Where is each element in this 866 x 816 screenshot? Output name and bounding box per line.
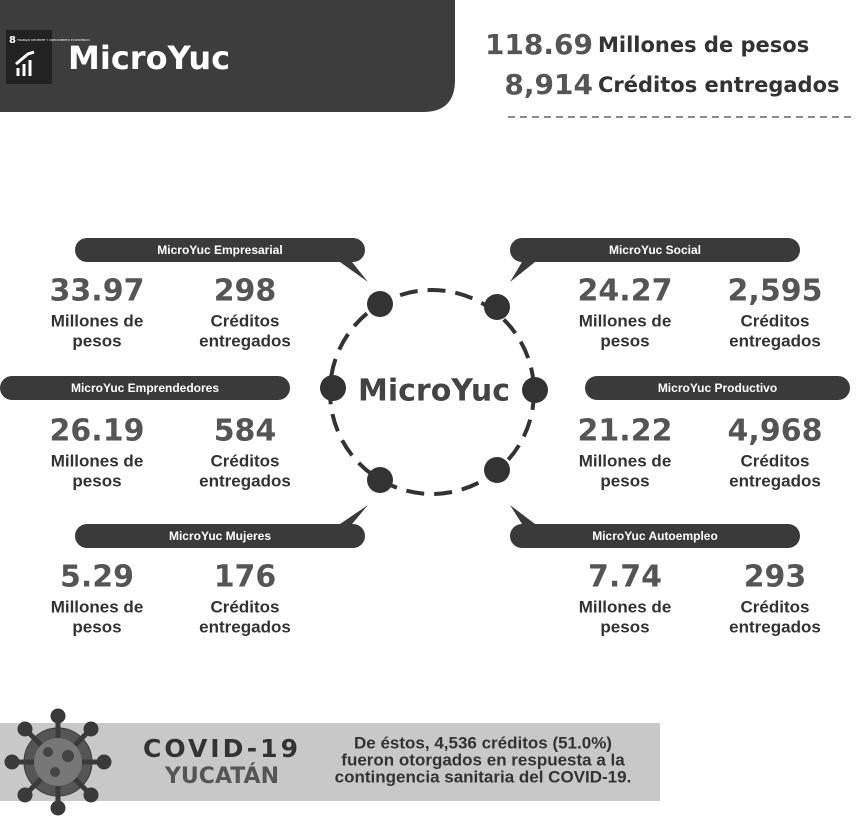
program-banner <box>75 238 365 262</box>
credits-label: Créditos <box>741 311 810 330</box>
covid-subtitle: YUCATÁN <box>164 763 279 789</box>
header-title: MicroYuc <box>68 39 230 77</box>
program-amount: 5.29 <box>60 560 134 595</box>
program-credits: 298 <box>214 274 277 309</box>
program-name: MicroYuc Mujeres <box>169 529 271 543</box>
program-banner <box>585 376 850 400</box>
covid-title: COVID-19 <box>143 734 301 763</box>
program-amount: 21.22 <box>578 414 673 449</box>
program-name: MicroYuc Autoempleo <box>592 529 718 543</box>
credits-label: entregados <box>729 617 821 636</box>
amount-label: Millones de <box>51 597 144 616</box>
program-name: MicroYuc Productivo <box>658 381 777 395</box>
program-credits: 176 <box>214 560 277 595</box>
ring-dots <box>320 291 548 493</box>
program-credits: 4,968 <box>728 414 823 449</box>
credits-label: Créditos <box>211 597 280 616</box>
amount-label: Millones de <box>51 311 144 330</box>
program-banner <box>510 238 800 262</box>
program-banner <box>75 524 365 548</box>
banner-tail <box>340 505 368 524</box>
program-credits: 584 <box>214 414 277 449</box>
total-credits-label: Créditos entregados <box>598 73 840 97</box>
amount-label: pesos <box>72 331 121 350</box>
sdg-icon <box>15 50 35 76</box>
program-amount: 33.97 <box>50 274 145 309</box>
program-amount: 24.27 <box>578 274 673 309</box>
program-name: MicroYuc Empresarial <box>157 243 282 257</box>
amount-label: pesos <box>72 471 121 490</box>
amount-label: Millones de <box>579 597 672 616</box>
credits-label: entregados <box>729 331 821 350</box>
header-bar <box>0 0 455 112</box>
credits-label: Créditos <box>211 311 280 330</box>
credits-label: Créditos <box>741 451 810 470</box>
center-label: MicroYuc <box>358 374 510 409</box>
credits-label: entregados <box>199 617 291 636</box>
program-credits: 2,595 <box>728 274 823 309</box>
credits-label: entregados <box>199 331 291 350</box>
credits-label: entregados <box>199 471 291 490</box>
credits-label: Créditos <box>741 597 810 616</box>
program-amount: 7.74 <box>588 560 662 595</box>
covid-text: De éstos, 4,536 créditos (51.0%) <box>354 733 612 752</box>
banner-tail <box>510 505 535 524</box>
covid-text: contingencia sanitaria del COVID-19. <box>335 767 632 786</box>
program-name: MicroYuc Emprendedores <box>71 381 219 395</box>
program-banner <box>510 524 800 548</box>
banner-tail <box>340 262 368 282</box>
amount-label: Millones de <box>51 451 144 470</box>
program-credits: 293 <box>744 560 807 595</box>
amount-label: Millones de <box>579 311 672 330</box>
program-banner <box>0 376 290 400</box>
credits-label: Créditos <box>211 451 280 470</box>
sdg-text: TRABAJO DECENTE Y CRECIMIENTO ECONÓMICO <box>16 37 90 42</box>
program-amount: 26.19 <box>50 414 145 449</box>
covid-text: fueron otorgados en respuesta a la <box>341 750 625 769</box>
credits-label: entregados <box>729 471 821 490</box>
total-credits: 8,914 <box>504 68 593 101</box>
amount-label: pesos <box>600 617 649 636</box>
total-amount-label: Millones de pesos <box>598 33 809 57</box>
program-name: MicroYuc Social <box>609 243 701 257</box>
amount-label: Millones de <box>579 451 672 470</box>
banner-tail <box>510 262 535 282</box>
virus-icon <box>4 708 112 816</box>
amount-label: pesos <box>600 471 649 490</box>
sdg-number: 8 <box>9 35 16 46</box>
amount-label: pesos <box>600 331 649 350</box>
amount-label: pesos <box>72 617 121 636</box>
total-amount: 118.69 <box>485 28 593 61</box>
